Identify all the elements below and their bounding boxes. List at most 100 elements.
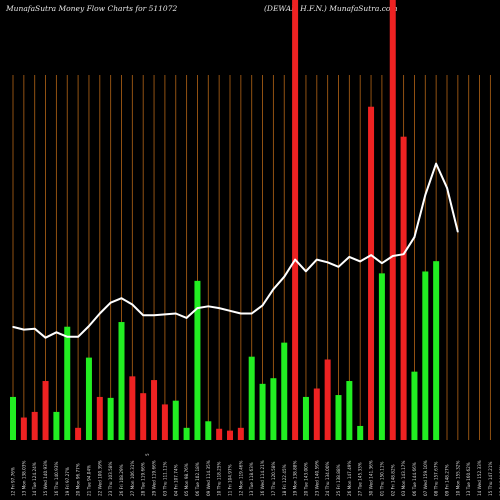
- date-labels: 12 Fri 97.76% 13 Mon 138.03% 14 Tue 124.24…: [11, 453, 500, 496]
- volume-bar: [411, 371, 418, 440]
- price-point: [218, 307, 220, 309]
- date-label: 23 Thu 103.58%: [108, 461, 113, 496]
- volume-bar: [64, 326, 71, 440]
- volume-bar: [161, 404, 168, 440]
- date-label: 23 Wed 140.59%: [314, 460, 319, 496]
- price-line: [12, 162, 459, 339]
- volume-bar: [302, 396, 309, 440]
- volume-bar: [85, 357, 92, 440]
- price-point: [457, 230, 459, 233]
- price-point: [77, 335, 79, 338]
- date-label: 25 Fri 138.88%: [336, 464, 341, 496]
- price-point: [261, 304, 264, 307]
- price-point: [446, 187, 448, 189]
- price-point: [99, 312, 101, 315]
- date-label: 13 Tue 160.62%: [466, 462, 471, 496]
- volume-bars: [10, 0, 440, 441]
- price-point: [44, 336, 47, 339]
- price-point: [359, 260, 362, 263]
- volume-bar: [378, 273, 385, 440]
- chart-title: MunafaSutra Money Flow Charts for 511072: [6, 4, 178, 13]
- date-label: 02 Fri 148.82%: [390, 464, 395, 496]
- date-label: 14 Tue 124.24%: [32, 462, 37, 496]
- volume-bar: [324, 359, 331, 440]
- volume-bar: [53, 411, 60, 440]
- date-label: 08 Thu 157.67%: [434, 461, 439, 496]
- price-point: [316, 258, 318, 261]
- date-label: 09 Fri 148.27%: [445, 464, 450, 496]
- date-label: 16 Wed 114.21%: [260, 460, 265, 496]
- date-label: 07 Wed 159.10%: [423, 460, 428, 496]
- volume-bar: [194, 280, 201, 440]
- price-point: [88, 325, 90, 327]
- price-point: [294, 258, 296, 261]
- date-label: 22 Wed 100.39%: [97, 460, 102, 496]
- volume-bar: [346, 381, 353, 440]
- date-label: 20 Mon 96.77%: [76, 463, 81, 496]
- volume-bar: [129, 376, 136, 440]
- date-label: 15 Wed 140.93%: [43, 460, 48, 496]
- price-point: [12, 326, 14, 328]
- price-point: [337, 265, 340, 268]
- price-point: [164, 313, 166, 316]
- volume-bar: [281, 342, 288, 440]
- price-point: [272, 288, 275, 291]
- price-point: [381, 262, 383, 265]
- volume-bar: [42, 381, 49, 440]
- price-point: [435, 162, 437, 165]
- volume-bar: [75, 427, 82, 440]
- price-point: [185, 317, 188, 319]
- date-label: 19 Fri 97.27%: [65, 467, 70, 496]
- price-point: [109, 301, 112, 304]
- price-point: [66, 335, 69, 338]
- price-point: [305, 270, 307, 273]
- volume-bar: [96, 396, 103, 440]
- price-line-layer: [12, 162, 459, 339]
- volume-bar: [368, 106, 375, 441]
- date-label: 12 Mon 119.46%: [238, 461, 243, 496]
- volume-bar: [259, 383, 266, 440]
- price-point: [131, 303, 134, 306]
- date-label: 10 Thu 118.25%: [217, 461, 222, 496]
- volume-bar: [183, 427, 190, 440]
- volume-bar: [31, 411, 38, 440]
- date-label: 16 Thu 140.93%: [54, 461, 59, 496]
- date-label: 13 Mon 138.03%: [21, 461, 26, 496]
- date-label: 15 Thu 147.21%: [488, 461, 493, 496]
- price-point: [370, 254, 372, 256]
- date-label: 01 Thu 150.11%: [379, 461, 384, 496]
- price-point: [207, 305, 210, 308]
- date-label: 28 Tue 119.66%: [141, 462, 146, 496]
- axis-mark: 5: [145, 453, 150, 456]
- volume-bar: [313, 388, 320, 440]
- date-label: 19 Mon 138.88%: [293, 461, 298, 496]
- price-point: [174, 312, 177, 315]
- price-point: [142, 314, 144, 317]
- date-label: 12 Fri 97.76%: [11, 467, 16, 496]
- date-label: 13 Tue 118.63%: [249, 462, 254, 496]
- volume-bar: [118, 322, 125, 440]
- date-label: 06 Tue 102.18%: [195, 462, 200, 496]
- date-label: 03 Thu 111.11%: [162, 461, 167, 496]
- volume-bar: [270, 378, 277, 440]
- price-point: [23, 328, 25, 331]
- price-point: [55, 331, 58, 334]
- volume-bar: [107, 397, 114, 440]
- date-label: 24 Thu 134.00%: [325, 461, 330, 496]
- volume-bar: [227, 430, 233, 440]
- date-label: 18 Fri 122.45%: [282, 464, 287, 496]
- date-label: 06 Tue 144.66%: [412, 462, 417, 496]
- date-label: 16 Fri 144.86%: [499, 464, 500, 496]
- volume-bar: [335, 395, 342, 440]
- date-label: 17 Thu 120.58%: [271, 461, 276, 496]
- date-label: 03 Mon 143.17%: [401, 461, 406, 496]
- date-label: 14 Wed 152.33%: [477, 460, 482, 496]
- price-point: [196, 307, 199, 309]
- date-label: 09 Wed 114.35%: [206, 460, 211, 496]
- volume-bar: [10, 396, 16, 440]
- date-label: 05 Mon 98.76%: [184, 463, 189, 496]
- date-label: 20 Tue 143.00%: [303, 462, 308, 496]
- date-label: 10 Mon 155.32%: [455, 461, 460, 496]
